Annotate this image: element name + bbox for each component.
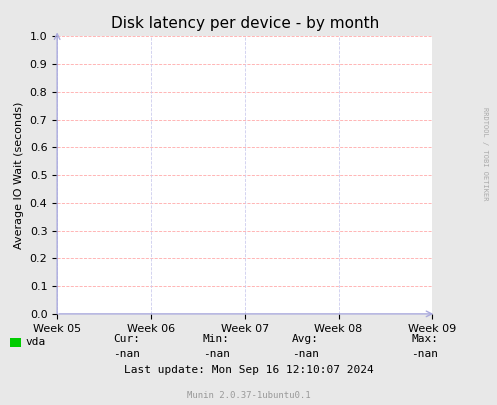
Text: Cur:: Cur:: [113, 334, 140, 344]
Text: -nan: -nan: [203, 349, 230, 359]
Text: Last update: Mon Sep 16 12:10:07 2024: Last update: Mon Sep 16 12:10:07 2024: [124, 364, 373, 375]
Text: Avg:: Avg:: [292, 334, 319, 344]
Text: Max:: Max:: [412, 334, 438, 344]
Text: Min:: Min:: [203, 334, 230, 344]
Text: -nan: -nan: [412, 349, 438, 359]
Y-axis label: Average IO Wait (seconds): Average IO Wait (seconds): [14, 102, 24, 249]
Text: -nan: -nan: [292, 349, 319, 359]
Text: Munin 2.0.37-1ubuntu0.1: Munin 2.0.37-1ubuntu0.1: [187, 391, 310, 400]
Text: RRDTOOL / TOBI OETIKER: RRDTOOL / TOBI OETIKER: [482, 107, 488, 200]
Text: -nan: -nan: [113, 349, 140, 359]
Title: Disk latency per device - by month: Disk latency per device - by month: [111, 16, 379, 31]
Text: vda: vda: [26, 337, 46, 347]
